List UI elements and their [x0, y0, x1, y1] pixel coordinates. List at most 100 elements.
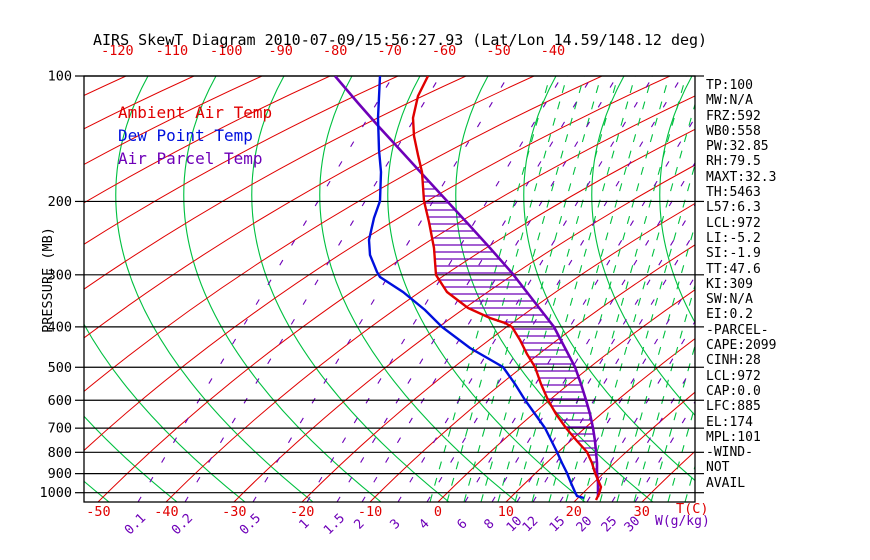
stat-line: EI:0.2 [706, 307, 753, 323]
mixing-ratio-tick-label: 12 [520, 514, 542, 536]
top-temp-tick-label: -110 [156, 43, 189, 59]
green-dashed-adiabat-line [582, 102, 695, 502]
mixing-ratio-tick-label: 6 [454, 516, 470, 532]
stats-column: TP:100 MW:N/A FRZ:592 WB0:558 PW:32.85 RH:79.… [706, 78, 776, 491]
mixing-ratio-tick-label: 1.5 [321, 511, 348, 538]
green-adiabat-line [387, 76, 586, 502]
green-adiabat-line [0, 76, 41, 502]
top-temp-tick-label: -100 [210, 43, 243, 59]
stat-line: SI:-1.9 [706, 246, 761, 262]
mixing-ratio-tick-label: 4 [416, 516, 432, 532]
green-dashed-adiabat-line [770, 76, 870, 502]
mixing-ratio-dashed-line [426, 76, 683, 502]
green-dashed-adiabat-line [514, 76, 636, 502]
bottom-temp-tick-label: -10 [358, 504, 382, 520]
pressure-tick-label: 300 [48, 267, 72, 283]
red-isotherm-line [84, 76, 535, 339]
top-temp-tick-label: -40 [541, 43, 565, 59]
mixing-ratio-tick-label: 25 [599, 514, 621, 536]
mixing-ratio-dashed-line [336, 76, 593, 502]
green-dashed-adiabat-line [650, 343, 695, 502]
green-adiabat-line [84, 323, 246, 502]
mixing-ratio-tick-label: 8 [481, 516, 497, 532]
stat-line: RH:79.5 [706, 154, 761, 170]
green-dashed-adiabat-line [497, 76, 619, 502]
green-dashed-adiabat-line [804, 76, 870, 502]
green-dashed-adiabat-line [565, 76, 687, 502]
red-isotherm-line [84, 76, 603, 393]
dew-point-temp-curve [367, 76, 585, 500]
red-isotherm-line [84, 76, 331, 204]
green-dashed-adiabat-line [616, 223, 695, 502]
red-isotherm-line [84, 76, 263, 166]
stat-line: KI:309 [706, 276, 753, 292]
green-adiabat-line [523, 76, 695, 482]
red-isotherm-line [301, 202, 695, 502]
green-dashed-adiabat-line [855, 76, 870, 502]
bottom-temp-tick-label: -20 [290, 504, 314, 520]
top-temp-tick-label: -90 [269, 43, 293, 59]
stat-line: EL:174 [706, 414, 753, 430]
top-temp-tick-label: -60 [432, 43, 456, 59]
cape-hatch-region [422, 181, 597, 470]
bottom-temp-tick-label: 30 [634, 504, 650, 520]
red-isotherm-line [97, 95, 695, 502]
sounding-curves [334, 76, 603, 501]
pressure-tick-label: 800 [48, 445, 72, 461]
stat-line: TH:5463 [706, 185, 761, 201]
stat-line: WB0:558 [706, 123, 761, 139]
red-isotherm-line [505, 338, 695, 502]
stat-line: LCL:972 [706, 215, 761, 231]
stat-line: CINH:28 [706, 353, 761, 369]
bottom-temp-tick-label: 20 [566, 504, 582, 520]
stat-line: MAXT:32.3 [706, 169, 777, 185]
red-isotherm-line [165, 128, 695, 502]
stat-line: PW:32.85 [706, 139, 769, 155]
red-isotherm-line [233, 164, 695, 502]
stat-line: TT:47.6 [706, 261, 761, 277]
green-adiabat-line [183, 76, 382, 502]
green-dashed-adiabat-line [446, 76, 568, 502]
mixing-ratio-axis-title: W(g/kg) [655, 514, 710, 529]
green-dashed-adiabat-line [429, 76, 551, 502]
air-parcel-temp-curve [334, 76, 600, 497]
red-isotherm-line [84, 76, 399, 245]
stat-line: SW:N/A [706, 292, 753, 308]
green-dashed-adiabat-line [821, 76, 870, 502]
green-dashed-adiabat-line [531, 76, 653, 502]
pressure-axis-title: PRESSURE (MB) [40, 227, 56, 333]
mixing-ratio-tick-label: 3 [387, 516, 403, 532]
top-temp-tick-label: -120 [101, 43, 134, 59]
stat-line: CAPE:2099 [706, 338, 777, 354]
legend-ambient-air-temp: Ambient Air Temp [118, 103, 273, 122]
red-isotherm-line [573, 391, 695, 502]
green-dashed-adiabat-line [599, 162, 695, 502]
green-adiabat-line [251, 76, 450, 502]
pressure-tick-label: 100 [48, 69, 72, 85]
stat-line: LFC:885 [706, 399, 761, 415]
red-isotherm-line [84, 76, 467, 290]
pressure-tick-label: 900 [48, 466, 72, 482]
legend-air-parcel-temp: Air Parcel Temp [118, 149, 263, 168]
bottom-temp-tick-label: -40 [154, 504, 178, 520]
green-adiabat-line [115, 76, 314, 502]
bottom-temp-tick-label: 10 [498, 504, 514, 520]
top-temp-tick-label: -80 [323, 43, 347, 59]
mixing-ratio-dashed-line [252, 76, 509, 502]
chart-title: AIRS SkewT Diagram 2010-07-09/15:56:27.9… [93, 31, 708, 49]
bottom-temp-tick-label: 0 [434, 504, 442, 520]
temp-axis-title: T(C) [676, 501, 709, 517]
pressure-tick-label: 600 [48, 393, 72, 409]
red-isotherm-line [437, 289, 695, 502]
green-dashed-adiabat-line [633, 283, 695, 502]
green-adiabat-line [319, 76, 518, 502]
stat-line: CAP:0.0 [706, 383, 761, 399]
pressure-tick-label: 200 [48, 194, 72, 210]
top-temp-tick-label: -70 [377, 43, 401, 59]
stat-line: MW:N/A [706, 93, 753, 109]
stat-line: LI:-5.2 [706, 230, 761, 246]
stat-line: -PARCEL- [706, 322, 769, 338]
top-temp-tick-label: -50 [486, 43, 510, 59]
green-adiabat-line [455, 76, 654, 502]
